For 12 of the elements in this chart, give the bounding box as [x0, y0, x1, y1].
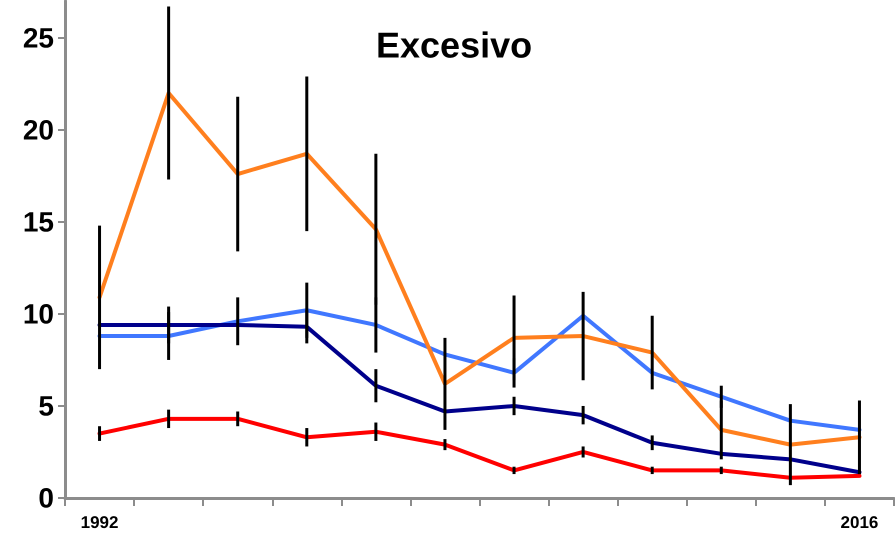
y-tick-label: 5: [38, 390, 54, 422]
line-series: [98, 322, 862, 474]
y-tick-label: 15: [22, 206, 54, 238]
x-tick-label: 1992: [80, 513, 118, 532]
y-tick-label: 10: [22, 298, 54, 330]
text: Excesivo: [376, 24, 532, 66]
y-tick-label: 20: [22, 114, 54, 146]
y-tick-label: 25: [22, 22, 54, 54]
line-series: [98, 91, 862, 447]
x-tick-label: 2016: [840, 513, 878, 532]
line-series: [98, 416, 862, 480]
y-tick-label: 0: [38, 482, 54, 514]
